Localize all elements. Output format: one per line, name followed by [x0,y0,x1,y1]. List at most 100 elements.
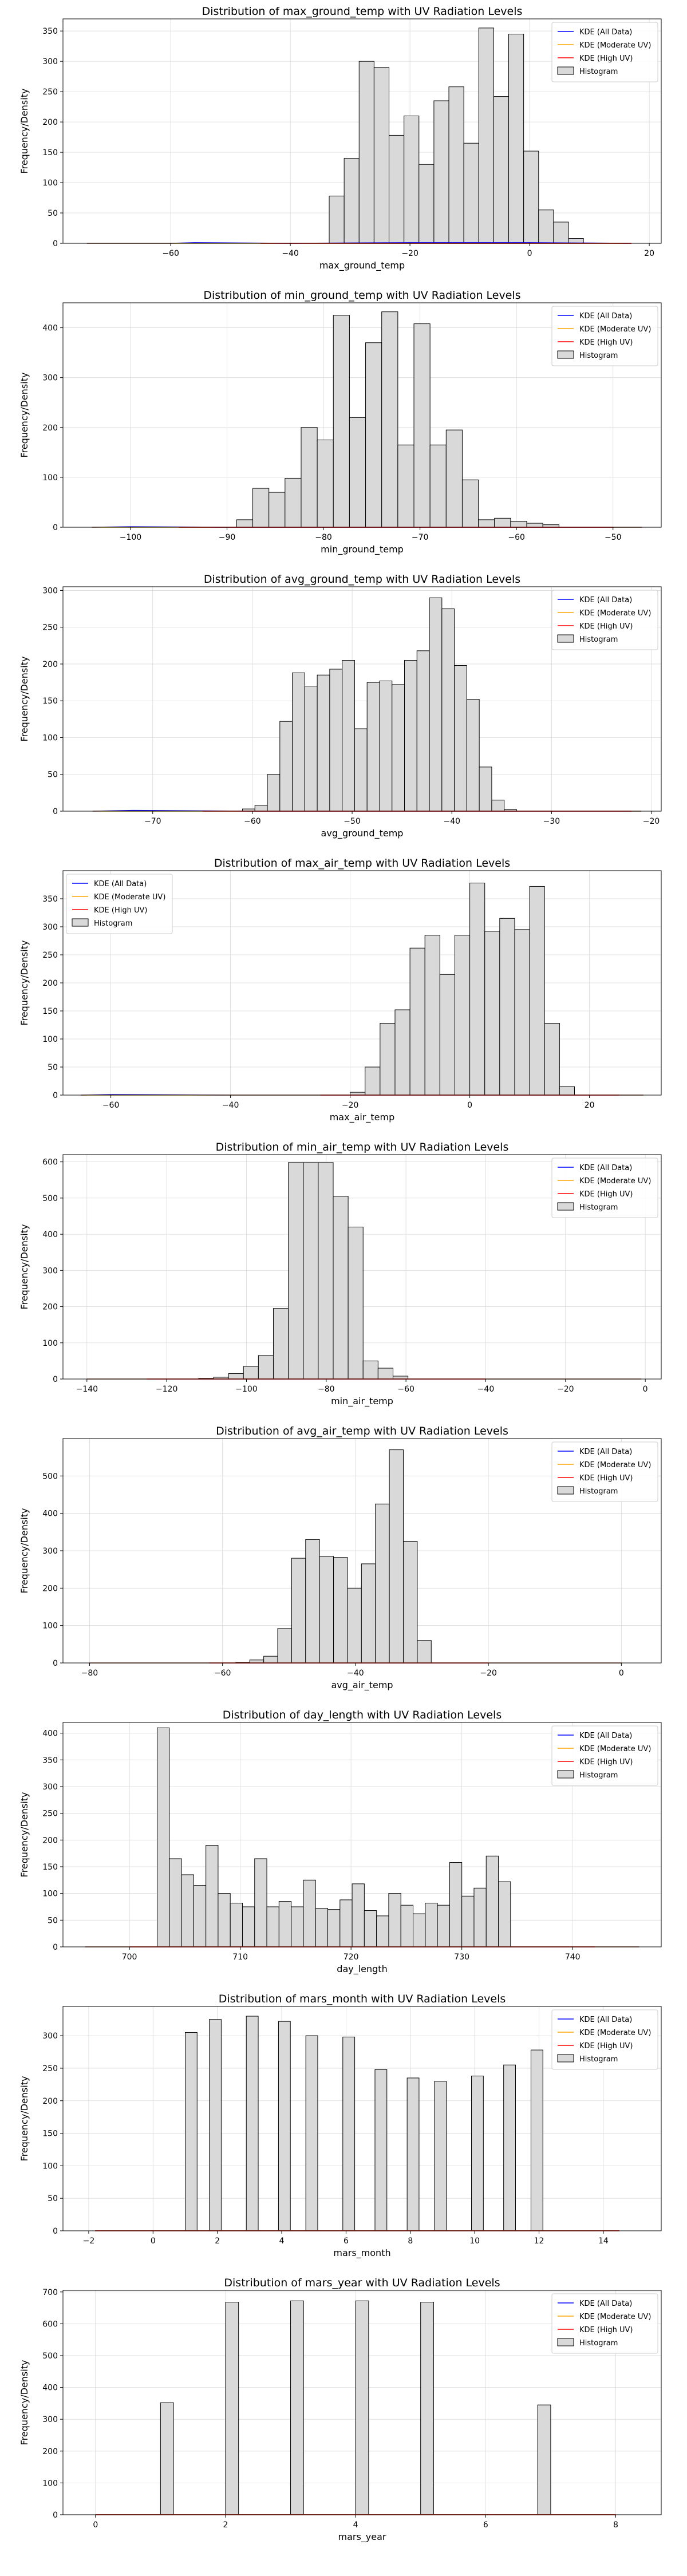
histogram-bar [559,1086,575,1096]
legend-label: KDE (High UV) [579,2042,633,2050]
histogram-bar [352,1883,365,1947]
chart-panel-1: Distribution of min_ground_temp with UV … [19,289,662,555]
histogram-bar [510,521,527,528]
histogram-bar [342,2036,356,2231]
histogram-bar [242,1906,255,1947]
x-tick-label: −40 [222,1101,239,1110]
histogram-bar [279,721,293,812]
histogram-bar [404,660,417,812]
y-tick-label: 700 [42,2288,58,2297]
y-tick-label: 250 [42,951,58,960]
histogram-bar [434,2081,447,2231]
x-axis-label: avg_ground_temp [321,828,404,839]
y-tick-label: 250 [42,1809,58,1819]
x-tick-label: 0 [93,2520,98,2530]
x-tick-label: −50 [344,817,361,826]
histogram-bar [484,931,500,1096]
x-tick-label: −20 [480,1669,497,1678]
x-tick-label: −60 [162,249,179,258]
histogram-bar [209,2019,222,2231]
y-tick-label: 300 [42,374,58,383]
x-tick-label: −80 [315,533,332,542]
legend-label: KDE (Moderate UV) [94,893,165,902]
histogram-bar [400,1905,414,1947]
histogram-bar [303,1879,316,1947]
x-tick-label: 20 [644,249,654,258]
histogram-bar [317,440,334,528]
y-tick-label: 400 [42,2384,58,2393]
x-tick-label: 20 [585,1101,595,1110]
y-axis-label: Frequency/Density [19,2076,30,2162]
chart-panel-8: Distribution of mars_year with UV Radiat… [19,2277,662,2543]
histogram-bar [318,1162,334,1380]
histogram-bar [478,519,495,528]
legend-label: KDE (Moderate UV) [579,609,651,618]
legend-label: Histogram [579,68,618,76]
x-tick-label: −40 [443,817,460,826]
histogram-bar [366,682,380,812]
legend-box [551,2009,658,2070]
histogram-bar [397,444,414,528]
histogram-bar [389,135,405,244]
y-tick-label: 300 [42,2415,58,2424]
chart-title: Distribution of max_air_temp with UV Rad… [214,857,510,870]
x-axis-label: min_ground_temp [321,544,404,555]
axes-frame [62,1722,662,1947]
histogram-bar [553,222,569,244]
y-tick-label: 100 [42,473,58,483]
legend: KDE (All Data) KDE (Moderate UV) KDE (High… [551,306,658,366]
histogram-bar [449,1862,463,1947]
x-axis-label: mars_month [333,2247,390,2259]
y-tick-label: 0 [53,1375,58,1384]
y-tick-label: 50 [48,209,58,218]
chart-title: Distribution of mars_month with UV Radia… [219,1993,506,2005]
chart-panel-5: Distribution of avg_air_temp with UV Rad… [19,1425,662,1691]
legend-box [551,1725,658,1786]
histogram-bar [181,1874,194,1947]
y-tick-label: 200 [42,2097,58,2106]
y-tick-label: 100 [42,1890,58,1899]
x-tick-label: 6 [483,2520,488,2530]
histogram-bar [388,1893,401,1947]
histogram-bar [523,151,539,244]
y-tick-label: 100 [42,2162,58,2171]
histogram-bar [508,33,524,244]
x-tick-label: −70 [144,817,161,826]
y-tick-label: 150 [42,2129,58,2139]
x-tick-label: 10 [469,2237,480,2246]
y-tick-label: 100 [42,1339,58,1348]
histogram-bar [319,1556,334,1664]
histogram-bar [424,935,440,1096]
histogram-bar [228,1373,244,1380]
legend-label: KDE (Moderate UV) [579,325,651,334]
legend: KDE (All Data) KDE (Moderate UV) KDE (High… [551,590,658,650]
legend-label: KDE (All Data) [579,2016,632,2024]
x-tick-label: −60 [397,1385,414,1394]
x-tick-label: −60 [244,817,261,826]
legend-label: KDE (High UV) [94,906,147,915]
histogram-bar [503,2064,516,2231]
histogram-bar [413,1913,426,1947]
histogram-bar [473,1887,487,1947]
histogram-bar [433,100,449,244]
axes-frame [62,586,662,812]
legend: KDE (All Data) KDE (Moderate UV) KDE (High… [66,874,173,934]
histogram-bar [441,609,455,812]
x-tick-label: 2 [215,2237,220,2246]
histogram-bar [379,681,393,812]
legend-label: KDE (High UV) [579,622,633,631]
histogram-bar [376,1915,389,1947]
histogram-bar [471,2076,484,2231]
y-tick-label: 250 [42,2064,58,2073]
x-tick-label: −80 [318,1385,335,1394]
histogram-bar [365,1066,381,1096]
legend-swatch [557,1486,574,1495]
y-tick-label: 500 [42,1472,58,1481]
histogram-bar [278,1901,292,1947]
y-axis-label: Frequency/Density [19,657,30,742]
x-tick-label: 0 [527,249,532,258]
y-tick-label: 200 [42,118,58,127]
histogram-bar [479,767,492,812]
histogram-bar [380,1023,396,1096]
